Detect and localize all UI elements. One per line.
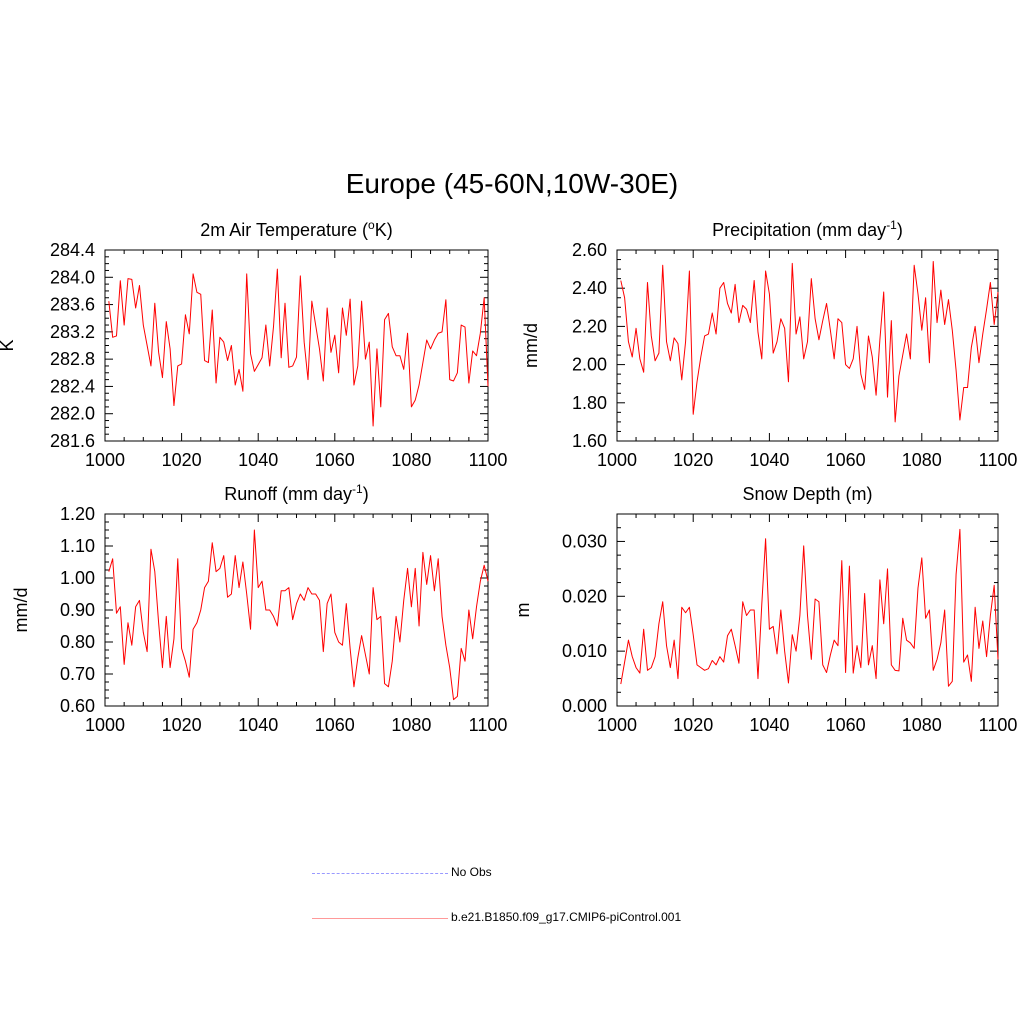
x-tick-label: 1060 [315,450,355,470]
y-tick-label: 282.8 [50,349,95,369]
y-axis-label: K [0,339,17,351]
y-tick-label: 0.90 [60,600,95,620]
y-tick-label: 0.60 [60,696,95,716]
y-tick-label: 0.70 [60,664,95,684]
x-tick-label: 1060 [826,450,866,470]
y-tick-label: 1.10 [60,536,95,556]
panel-title: Snow Depth (m) [742,484,872,504]
y-tick-label: 2.60 [572,240,607,260]
legend-model-label: b.e21.B1850.f09_g17.CMIP6-piControl.001 [451,910,682,924]
y-tick-label: 1.20 [60,504,95,524]
y-tick-label: 283.2 [50,322,95,342]
y-tick-label: 0.010 [562,641,607,661]
y-tick-label: 0.80 [60,632,95,652]
y-tick-label: 0.020 [562,586,607,606]
y-tick-label: 1.00 [60,568,95,588]
x-tick-label: 1000 [85,450,125,470]
snow-depth-panel: Snow Depth (m) m 1000 1020 1040 1060 1080 1100 0… [513,484,1017,735]
x-tick-label: 1060 [315,715,355,735]
plot-frame [616,249,999,442]
y-tick-label: 1.80 [572,393,607,413]
x-tick-label: 1080 [902,715,942,735]
series-line [108,268,489,427]
x-tick-label: 1080 [391,450,431,470]
y-tick-label: 2.40 [572,278,607,298]
x-tick-label: 1020 [673,450,713,470]
panel-title: 2m Air Temperature (oK) [200,218,392,240]
x-tick-label: 1040 [238,715,278,735]
plot-frame [104,513,489,707]
x-tick-label: 1000 [85,715,125,735]
legend-obs-label: No Obs [451,865,492,879]
y-tick-label: 283.6 [50,295,95,315]
y-axis-label: mm/d [11,588,31,633]
legend-obs-swatch [312,873,448,874]
x-tick-label: 1040 [238,450,278,470]
x-tick-label: 1000 [597,715,637,735]
main-title: Europe (45-60N,10W-30E) [345,168,679,199]
panel-title: Runoff (mm day-1) [224,482,368,504]
y-tick-label: 0.000 [562,696,607,716]
x-tick-label: 1100 [469,450,508,470]
precipitation-panel: Precipitation (mm day-1) mm/d 1000 1020 1040… [521,218,1017,470]
y-tick-label: 284.4 [50,240,95,260]
series-line [108,529,489,701]
plot-frame [104,249,489,442]
y-axis-label: mm/d [521,323,541,368]
x-tick-label: 1000 [597,450,637,470]
y-axis-label: m [513,603,533,618]
x-tick-label: 1040 [749,450,789,470]
x-tick-label: 1080 [902,450,942,470]
panel-title: Precipitation (mm day-1) [712,218,903,240]
x-tick-label: 1060 [826,715,866,735]
series-line [620,528,999,687]
legend-model-swatch [312,918,448,919]
series-line [620,260,999,423]
x-tick-label: 1080 [391,715,431,735]
temperature-panel: 2m Air Temperature (oK) K 1000 1020 1040 1060… [0,218,507,470]
y-tick-label: 0.030 [562,531,607,551]
x-tick-label: 1100 [979,715,1018,735]
y-tick-label: 282.4 [50,376,95,396]
y-tick-label: 281.6 [50,431,95,451]
x-tick-label: 1040 [749,715,789,735]
y-tick-label: 284.0 [50,267,95,287]
y-tick-label: 1.60 [572,431,607,451]
y-tick-label: 2.20 [572,316,607,336]
x-tick-label: 1100 [469,715,508,735]
x-tick-label: 1020 [673,715,713,735]
y-tick-label: 282.0 [50,404,95,424]
y-tick-label: 2.00 [572,355,607,375]
x-tick-label: 1100 [979,450,1018,470]
x-tick-label: 1020 [162,450,202,470]
x-tick-label: 1020 [162,715,202,735]
runoff-panel: Runoff (mm day-1) mm/d 1000 1020 1040 1060 108… [11,482,507,735]
